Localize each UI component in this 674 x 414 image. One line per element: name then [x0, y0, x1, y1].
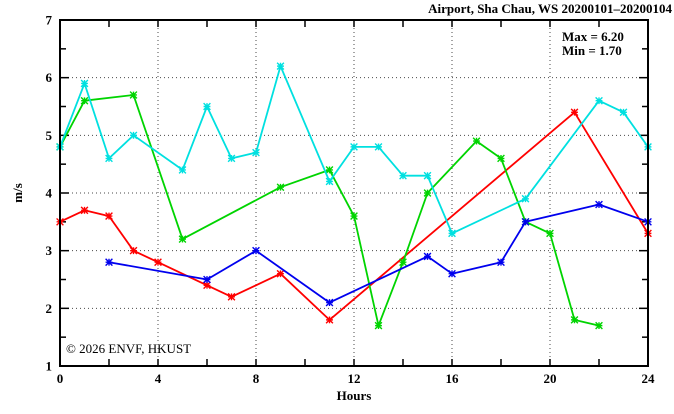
series-green-line — [59, 94, 600, 327]
x-axis-label: Hours — [337, 388, 372, 403]
gridlines — [60, 20, 648, 366]
x-tick-label: 24 — [642, 371, 656, 386]
watermark: © 2026 ENVF, HKUST — [66, 341, 191, 356]
x-tick-label: 0 — [57, 371, 64, 386]
x-tick-label: 12 — [348, 371, 361, 386]
data-series — [56, 62, 652, 330]
y-tick-label: 6 — [46, 70, 53, 85]
x-tick-label: 8 — [253, 371, 260, 386]
y-axis-label: m/s — [10, 183, 25, 203]
x-tick-label: 4 — [155, 371, 162, 386]
min-annotation: Min = 1.70 — [562, 43, 622, 58]
y-tick-label: 5 — [46, 128, 53, 143]
x-tick-label: 20 — [544, 371, 557, 386]
plot-border — [59, 19, 649, 367]
axis-ticks — [61, 21, 647, 365]
y-tick-label: 3 — [46, 243, 53, 258]
x-tick-label: 16 — [446, 371, 460, 386]
series-blue — [105, 200, 652, 307]
max-annotation: Max = 6.20 — [562, 29, 624, 44]
y-tick-label: 7 — [46, 13, 53, 28]
chart-title: Airport, Sha Chau, WS 20200101–20200104 — [428, 1, 672, 16]
y-tick-label: 1 — [46, 359, 53, 374]
y-tick-label: 4 — [46, 186, 53, 201]
y-tick-label: 2 — [46, 301, 53, 316]
series-blue-markers — [105, 200, 652, 307]
series-green — [56, 91, 603, 330]
series-blue-line — [108, 203, 649, 304]
